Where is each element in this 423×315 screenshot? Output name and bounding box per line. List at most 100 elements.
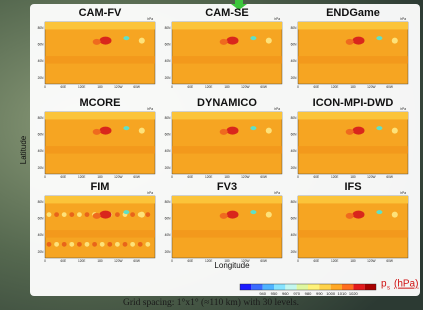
y-tick-label: 80N bbox=[38, 200, 45, 204]
x-tick-label: 180 bbox=[224, 259, 230, 263]
y-tick-label: 40N bbox=[38, 233, 45, 237]
panel-title: IFS bbox=[344, 181, 361, 193]
panel-units: hPa bbox=[147, 17, 153, 21]
y-tick-label: 80N bbox=[165, 26, 172, 30]
y-tick-label: 20N bbox=[291, 250, 298, 254]
map-field bbox=[45, 22, 155, 84]
ridge bbox=[139, 128, 145, 134]
y-tick-label: 40N bbox=[165, 149, 172, 153]
ridge bbox=[392, 38, 398, 44]
colorbar-segment bbox=[297, 284, 308, 290]
x-tick-label: 120E bbox=[331, 85, 338, 89]
panel-title: FIM bbox=[91, 181, 110, 193]
map-band bbox=[298, 230, 408, 237]
ridge bbox=[392, 212, 398, 218]
ridge bbox=[139, 212, 145, 218]
x-tick-label: 60W bbox=[386, 175, 393, 179]
x-tick-label: 0 bbox=[171, 259, 173, 263]
noise bbox=[107, 242, 112, 247]
y-tick-label: 60N bbox=[291, 217, 298, 221]
x-tick-label: 0 bbox=[44, 175, 46, 179]
map-band bbox=[45, 196, 155, 203]
panel-title: ICON-MPI-DWD bbox=[313, 97, 394, 109]
x-tick-label: 120W bbox=[241, 85, 249, 89]
y-tick-label: 80N bbox=[38, 116, 45, 120]
caption: Grid spacing: 1°x1° (≈110 km) with 30 le… bbox=[123, 297, 299, 308]
noise bbox=[62, 242, 67, 247]
low-pressure bbox=[346, 39, 354, 45]
noise bbox=[123, 242, 128, 247]
map-band bbox=[172, 230, 282, 237]
x-tick-label: 0 bbox=[297, 85, 299, 89]
map-band bbox=[45, 230, 155, 237]
x-tick-label: 180 bbox=[350, 259, 356, 263]
x-tick-label: 120E bbox=[205, 259, 212, 263]
low-pressure bbox=[93, 213, 101, 219]
y-tick-label: 20N bbox=[165, 166, 172, 170]
x-tick-label: 120W bbox=[241, 175, 249, 179]
map-field bbox=[45, 112, 155, 174]
x-tick-label: 60W bbox=[260, 85, 267, 89]
low-pressure bbox=[227, 37, 239, 45]
y-tick-label: 60N bbox=[165, 133, 172, 137]
colorbar-units: (hPa) bbox=[394, 279, 418, 290]
colorbar-segment bbox=[263, 284, 274, 290]
noise bbox=[69, 242, 74, 247]
y-tick-label: 60N bbox=[291, 133, 298, 137]
noise bbox=[47, 242, 52, 247]
high-pressure bbox=[376, 210, 382, 214]
y-tick-label: 40N bbox=[38, 149, 45, 153]
colorbar-segment bbox=[342, 284, 353, 290]
colorbar-tick-label: 960 bbox=[282, 291, 289, 296]
y-tick-label: 40N bbox=[291, 59, 298, 63]
map-band bbox=[298, 146, 408, 153]
colorbar-segment bbox=[285, 284, 296, 290]
panel-units: hPa bbox=[400, 17, 406, 21]
colorbar-tick-label: 1000 bbox=[326, 291, 336, 296]
panel-title: CAM-FV bbox=[79, 7, 122, 19]
noise bbox=[62, 212, 67, 217]
x-tick-label: 120E bbox=[205, 175, 212, 179]
panel-title: FV3 bbox=[217, 181, 237, 193]
colorbar-segment bbox=[331, 284, 342, 290]
y-tick-label: 20N bbox=[38, 76, 45, 80]
noise bbox=[138, 242, 143, 247]
ridge bbox=[392, 128, 398, 134]
high-pressure bbox=[123, 126, 129, 130]
x-tick-label: 0 bbox=[297, 175, 299, 179]
panel-units: hPa bbox=[147, 107, 153, 111]
y-tick-label: 80N bbox=[291, 26, 298, 30]
map-field bbox=[172, 112, 282, 174]
y-tick-label: 60N bbox=[165, 217, 172, 221]
colorbar-tick-label: 970 bbox=[293, 291, 300, 296]
x-tick-label: 0 bbox=[44, 85, 46, 89]
y-tick-label: 60N bbox=[38, 43, 45, 47]
y-tick-label: 80N bbox=[165, 200, 172, 204]
x-tick-label: 120E bbox=[205, 85, 212, 89]
x-tick-label: 120W bbox=[241, 259, 249, 263]
x-tick-label: 60W bbox=[386, 259, 393, 263]
y-tick-label: 20N bbox=[165, 250, 172, 254]
low-pressure bbox=[346, 129, 354, 135]
noise bbox=[100, 242, 105, 247]
x-tick-label: 0 bbox=[171, 175, 173, 179]
high-pressure bbox=[376, 126, 382, 130]
x-tick-label: 180 bbox=[97, 175, 103, 179]
map-band bbox=[45, 56, 155, 63]
noise bbox=[77, 212, 82, 217]
map-band bbox=[298, 22, 408, 29]
y-tick-label: 60N bbox=[38, 133, 45, 137]
x-tick-label: 60W bbox=[133, 175, 140, 179]
colorbar-tick-label: 980 bbox=[305, 291, 312, 296]
high-pressure bbox=[250, 210, 256, 214]
colorbar-tick-label: 990 bbox=[316, 291, 323, 296]
y-tick-label: 20N bbox=[38, 166, 45, 170]
y-tick-label: 80N bbox=[291, 116, 298, 120]
noise bbox=[85, 242, 90, 247]
y-tick-label: 40N bbox=[291, 233, 298, 237]
x-tick-label: 60W bbox=[133, 85, 140, 89]
map-band bbox=[172, 146, 282, 153]
low-pressure bbox=[227, 127, 239, 135]
noise bbox=[130, 212, 135, 217]
low-pressure bbox=[93, 39, 101, 45]
